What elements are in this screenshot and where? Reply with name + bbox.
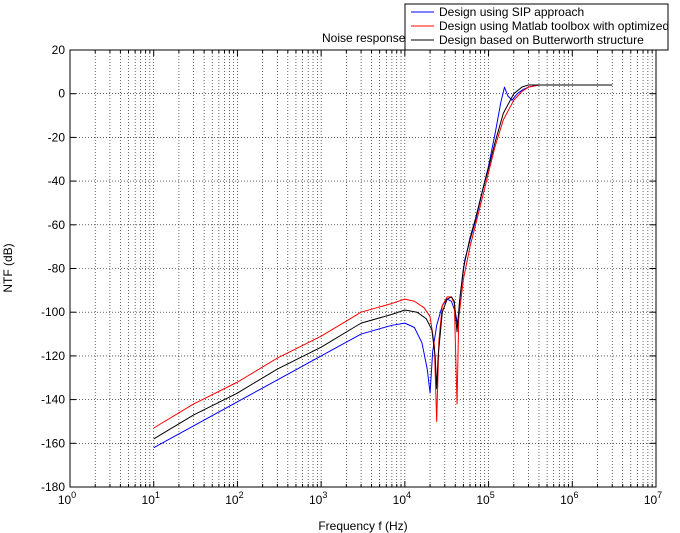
legend-box bbox=[404, 3, 669, 51]
axis-ticks bbox=[69, 49, 657, 488]
grid-lines bbox=[70, 50, 656, 487]
x-axis-label: Frequency f (Hz) bbox=[318, 519, 407, 533]
y-tick-label: 0 bbox=[58, 87, 65, 101]
y-tick-label: -20 bbox=[48, 130, 66, 144]
x-tick-label: 101 bbox=[142, 490, 160, 507]
y-tick-label: -60 bbox=[48, 218, 66, 232]
y-tick-label: -160 bbox=[41, 436, 65, 450]
y-tick-label: -180 bbox=[41, 480, 65, 494]
x-tick-label: 103 bbox=[309, 490, 327, 507]
y-tick-labels: 20 0 -20 -40 -60 -80 -100 -120 -140 -160 -180 bbox=[41, 43, 65, 494]
legend-label: Design using SIP approach bbox=[439, 5, 584, 19]
x-tick-label: 107 bbox=[644, 490, 662, 507]
x-tick-label: 102 bbox=[225, 490, 243, 507]
legend-label: Design based on Butterworth structure bbox=[439, 33, 644, 47]
series-line-3 bbox=[153, 84, 613, 440]
plot-area bbox=[70, 50, 656, 487]
legend-label: Design using Matlab toolbox with optimiz… bbox=[439, 19, 669, 33]
x-tick-label: 104 bbox=[393, 490, 411, 507]
x-tick-label: 100 bbox=[58, 490, 76, 507]
y-tick-label: -40 bbox=[48, 174, 66, 188]
y-tick-label: -100 bbox=[41, 305, 65, 319]
y-axis-label: NTF (dB) bbox=[1, 243, 15, 292]
y-tick-label: -120 bbox=[41, 349, 65, 363]
x-tick-labels: 100 101 102 103 104 105 106 107 bbox=[58, 490, 662, 507]
x-tick-label: 105 bbox=[476, 490, 494, 507]
y-tick-label: -80 bbox=[48, 262, 66, 276]
chart-title: Noise response bbox=[322, 31, 406, 45]
y-tick-label: 20 bbox=[52, 43, 66, 57]
y-tick-label: -140 bbox=[41, 393, 65, 407]
series-layer bbox=[153, 84, 613, 449]
series-line-2 bbox=[153, 84, 613, 429]
x-tick-label: 106 bbox=[560, 490, 578, 507]
